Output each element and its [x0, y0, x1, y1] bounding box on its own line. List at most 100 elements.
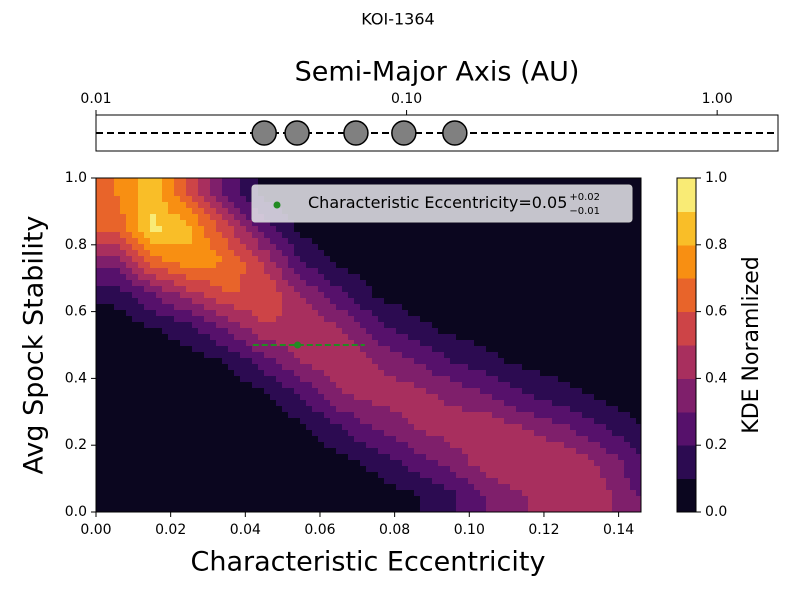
density-cell: [270, 424, 277, 431]
density-cell: [492, 352, 499, 359]
density-cell: [144, 328, 151, 335]
density-cell: [516, 442, 523, 449]
density-cell: [174, 490, 181, 497]
density-cell: [396, 268, 403, 275]
density-cell: [150, 280, 157, 287]
density-cell: [630, 238, 637, 245]
density-cell: [132, 394, 139, 401]
density-cell: [288, 406, 295, 413]
density-cell: [360, 472, 367, 479]
density-cell: [228, 274, 235, 281]
density-cell: [252, 328, 259, 335]
density-cell: [246, 268, 253, 275]
density-cell: [144, 298, 151, 305]
density-cell: [144, 406, 151, 413]
density-cell: [378, 334, 385, 341]
density-cell: [516, 376, 523, 383]
density-cell: [198, 478, 205, 485]
density-cell: [594, 340, 601, 347]
density-cell: [588, 454, 595, 461]
density-cell: [258, 394, 265, 401]
density-cell: [534, 316, 541, 323]
density-cell: [288, 388, 295, 395]
density-cell: [198, 214, 205, 221]
density-cell: [570, 400, 577, 407]
density-cell: [210, 502, 217, 509]
density-cell: [414, 448, 421, 455]
density-cell: [606, 394, 613, 401]
density-cell: [624, 226, 631, 233]
density-cell: [582, 454, 589, 461]
density-cell: [378, 316, 385, 323]
density-cell: [546, 262, 553, 269]
density-cell: [162, 478, 169, 485]
density-cell: [288, 436, 295, 443]
density-cell: [438, 460, 445, 467]
density-cell: [270, 502, 277, 509]
density-cell: [276, 322, 283, 329]
density-cell: [396, 310, 403, 317]
density-cell: [330, 388, 337, 395]
density-cell: [306, 316, 313, 323]
density-cell: [462, 304, 469, 311]
density-cell: [204, 208, 211, 215]
density-cell: [114, 370, 121, 377]
density-cell: [582, 340, 589, 347]
density-cell: [312, 286, 319, 293]
density-cell: [246, 178, 253, 185]
density-cell: [300, 226, 307, 233]
density-cell: [564, 466, 571, 473]
density-cell: [450, 220, 457, 227]
density-cell: [552, 448, 559, 455]
density-cell: [570, 376, 577, 383]
density-cell: [324, 460, 331, 467]
density-cell: [96, 490, 103, 497]
density-cell: [372, 388, 379, 395]
density-cell: [582, 304, 589, 311]
density-cell: [528, 256, 535, 263]
density-cell: [402, 226, 409, 233]
density-cell: [162, 466, 169, 473]
density-cell: [138, 250, 145, 257]
density-cell: [96, 274, 103, 281]
density-cell: [210, 268, 217, 275]
density-cell: [408, 346, 415, 353]
density-cell: [198, 496, 205, 503]
density-cell: [312, 268, 319, 275]
density-cell: [324, 250, 331, 257]
density-cell: [438, 298, 445, 305]
density-cell: [240, 412, 247, 419]
density-cell: [294, 400, 301, 407]
density-cell: [624, 322, 631, 329]
density-cell: [312, 466, 319, 473]
density-cell: [414, 220, 421, 227]
density-cell: [192, 262, 199, 269]
density-cell: [246, 184, 253, 191]
density-cell: [114, 454, 121, 461]
density-cell: [444, 412, 451, 419]
density-cell: [162, 232, 169, 239]
density-cell: [102, 316, 109, 323]
density-cell: [306, 274, 313, 281]
density-cell: [396, 448, 403, 455]
density-cell: [486, 466, 493, 473]
density-cell: [474, 226, 481, 233]
density-cell: [366, 388, 373, 395]
density-cell: [372, 292, 379, 299]
density-cell: [468, 346, 475, 353]
density-cell: [408, 334, 415, 341]
density-cell: [420, 370, 427, 377]
density-cell: [234, 388, 241, 395]
density-cell: [336, 250, 343, 257]
density-cell: [96, 250, 103, 257]
density-cell: [234, 382, 241, 389]
density-cell: [432, 226, 439, 233]
density-cell: [120, 220, 127, 227]
density-cell: [498, 238, 505, 245]
density-cell: [366, 472, 373, 479]
density-cell: [504, 250, 511, 257]
density-cell: [516, 268, 523, 275]
density-cell: [228, 292, 235, 299]
density-cell: [462, 346, 469, 353]
density-cell: [252, 490, 259, 497]
